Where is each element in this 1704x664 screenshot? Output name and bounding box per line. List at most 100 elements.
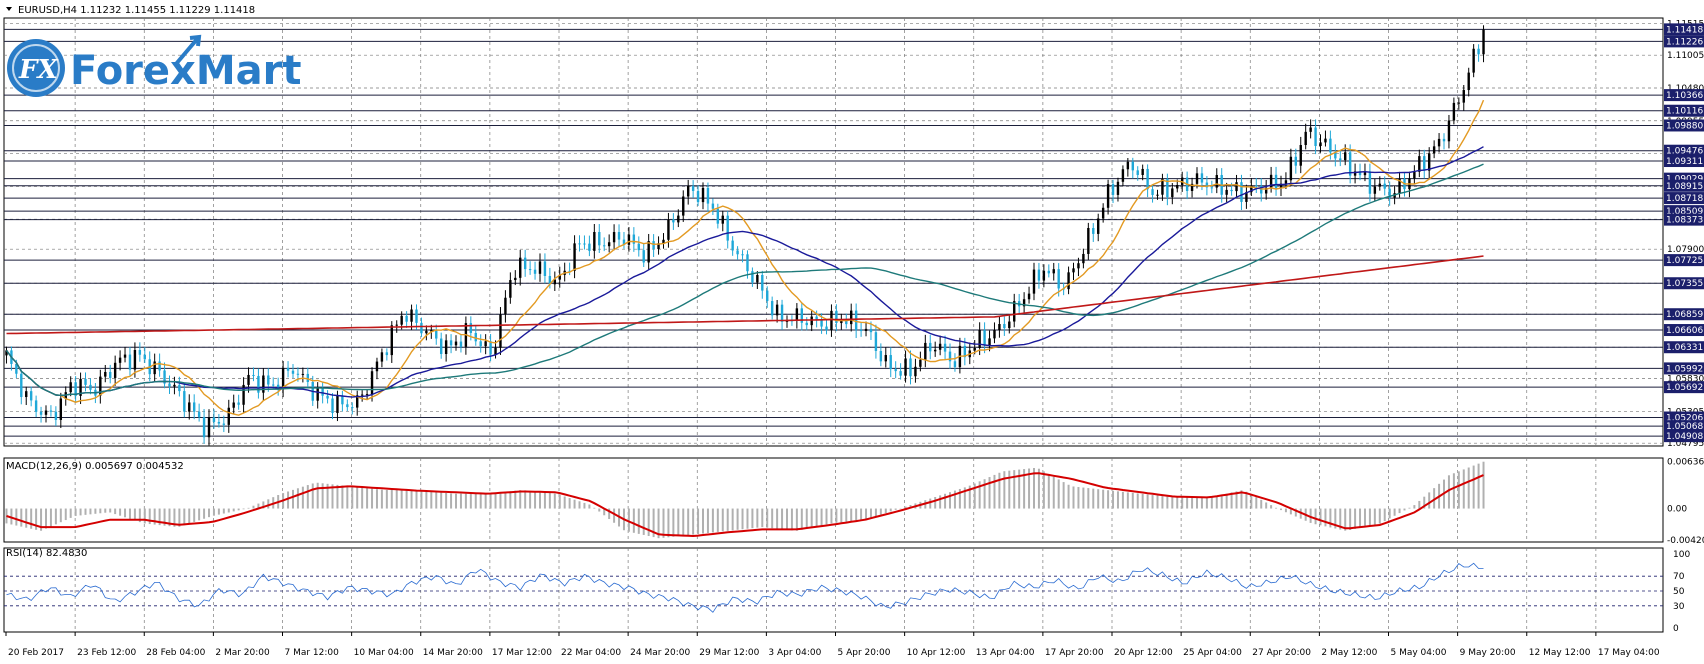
candle-body [1146,168,1149,190]
candle-body [538,261,542,274]
price-tag [1664,144,1704,157]
candle-body [612,232,616,243]
candle-body [232,402,235,408]
candle-body [1442,138,1446,142]
candle-body [143,354,146,360]
candle-body [662,239,665,244]
candle-body [780,304,784,322]
candle-body [1121,169,1125,182]
price-tag-label: 1.11418 [1666,25,1703,35]
candle-body [1462,90,1465,103]
x-tick-label: 14 Mar 20:00 [423,648,483,658]
price-tag [1664,420,1704,433]
candle-body [1324,138,1327,143]
candle-body [341,395,344,405]
y-tick-label: 1.05830 [1667,375,1704,385]
price-tag-label: 1.10366 [1666,91,1703,101]
candle-body [346,404,349,408]
candle-body [1092,227,1095,234]
candle-body [548,275,552,285]
price-tag [1664,254,1704,267]
candle-body [29,391,33,401]
candle-body [820,319,823,327]
candle-body [454,341,458,346]
candle-body [953,361,957,368]
price-tag-label: 1.07355 [1666,279,1703,289]
candle-body [113,362,117,378]
candle-body [909,358,912,377]
candle-body [850,310,853,325]
candle-body [474,332,477,342]
candle-body [721,215,724,224]
candle-body [1373,186,1377,194]
candle-body [993,330,996,339]
panel-frame [3,547,1664,633]
candle-body [770,301,774,316]
candle-body [1111,184,1115,195]
candle-body [1255,185,1258,187]
candle-body [1348,152,1352,176]
candle-body [1378,183,1381,187]
candle-body [1032,269,1036,294]
candle-body [262,375,265,393]
candle-body [1072,268,1075,273]
candle-body [1126,161,1130,170]
header-dropdown-icon[interactable] [6,7,12,11]
x-tick-label: 7 Mar 12:00 [285,648,340,658]
candle-body [736,250,739,255]
candle-body [938,343,942,350]
candle-body [775,304,779,316]
candle-body [331,398,334,413]
candle-body [1077,263,1080,269]
candle-body [326,395,329,399]
x-tick-label: 17 Mar 12:00 [492,648,552,658]
candle-body [943,343,947,352]
candle-body [509,280,512,298]
candle-body [1161,178,1164,195]
candle-body [1151,189,1154,195]
candle-body [1279,183,1283,189]
candle-body [227,407,230,425]
candle-body [1230,189,1233,192]
candle-body [410,309,413,322]
candle-body [533,269,537,274]
candle-body [677,215,680,223]
candle-body [1452,102,1456,121]
price-tag [1664,430,1704,443]
candle-body [963,345,967,358]
candlesticks [5,25,1485,446]
candle-body [869,328,873,333]
candle-body [1304,131,1307,146]
candle-body [1472,48,1475,73]
x-tick-label: 28 Feb 04:00 [146,648,205,658]
candle-body [845,320,848,325]
candle-body [583,243,586,245]
candle-body [1116,181,1120,195]
candle-body [523,257,527,270]
macd-axis-label: 0.00 [1667,505,1687,515]
macd-label: MACD(12,26,9) 0.005697 0.004532 [6,461,184,472]
candle-body [1097,218,1100,234]
x-tick-label: 10 Mar 04:00 [354,648,414,658]
candle-body [1240,182,1243,202]
candle-body [1363,171,1367,176]
candle-body [800,308,804,323]
candle-body [168,383,171,387]
candle-body [1106,184,1110,208]
candle-body [514,277,517,281]
candle-body [20,373,23,398]
candle-body [188,402,191,412]
rsi-label: RSI(14) 82.4830 [6,548,87,559]
candle-body [425,330,428,334]
candle-body [104,371,107,377]
candle-body [1269,174,1273,188]
candle-body [217,421,221,424]
candle-body [1388,188,1391,198]
candle-body [49,410,53,412]
price-tag-label: 1.09311 [1666,157,1703,167]
price-tag-label: 1.06606 [1666,326,1703,336]
price-tag [1664,213,1704,226]
candle-body [375,361,379,372]
candle-body [1294,156,1298,166]
